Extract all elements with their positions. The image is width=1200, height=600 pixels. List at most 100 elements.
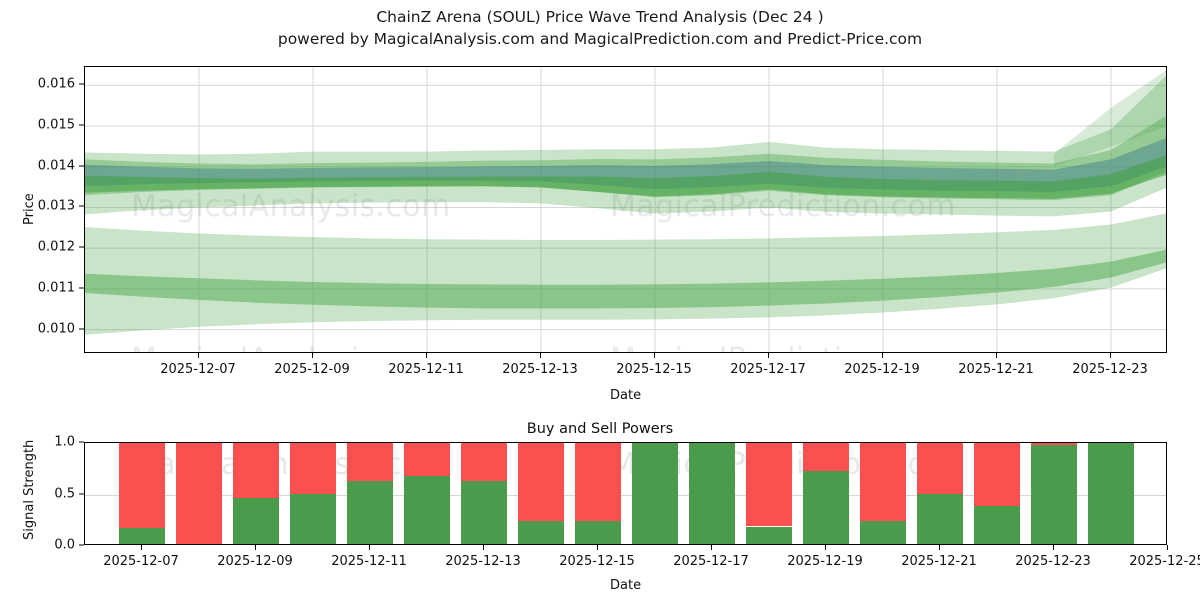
price-xtick-label: 2025-12-09 xyxy=(274,362,350,377)
chart-title-block: ChainZ Arena (SOUL) Price Wave Trend Ana… xyxy=(0,6,1200,50)
bar-xtick-mark xyxy=(825,545,826,550)
bar-ytick-label: 0.0 xyxy=(54,537,75,553)
price-axis-label: Price xyxy=(22,193,37,225)
price-ytick-label: 0.015 xyxy=(37,117,75,133)
bar-xaxis-label: Date xyxy=(610,578,642,593)
bar-xtick-mark xyxy=(939,545,940,550)
bar-2025-12-11[interactable] xyxy=(346,443,394,544)
bar-buy-segment xyxy=(1087,443,1135,544)
price-ytick-label: 0.011 xyxy=(37,280,75,296)
price-ytick-mark xyxy=(79,205,84,207)
bar-sell-segment xyxy=(118,443,166,528)
bar-2025-12-24[interactable] xyxy=(1087,443,1135,544)
bar-sell-segment xyxy=(517,443,565,522)
bar-buy-segment xyxy=(859,521,907,544)
bar-ytick-mark xyxy=(79,544,84,546)
bar-sell-segment xyxy=(232,443,280,498)
bar-2025-12-10[interactable] xyxy=(289,443,337,544)
bar-ytick-label: 1.0 xyxy=(54,434,75,450)
bar-xtick-label: 2025-12-07 xyxy=(103,554,179,569)
bar-2025-12-22[interactable] xyxy=(973,443,1021,544)
bar-2025-12-21[interactable] xyxy=(916,443,964,544)
bar-2025-12-13[interactable] xyxy=(460,443,508,544)
bar-xtick-mark xyxy=(483,545,484,550)
price-band-core-green-band xyxy=(85,155,1166,199)
price-ytick-label: 0.014 xyxy=(37,158,75,174)
price-xtick-mark xyxy=(426,353,427,358)
bar-buy-segment xyxy=(631,443,679,544)
bar-buy-segment xyxy=(688,443,736,544)
price-xtick-label: 2025-12-23 xyxy=(1072,362,1148,377)
price-bands-svg xyxy=(85,67,1166,352)
bar-2025-12-19[interactable] xyxy=(802,443,850,544)
bar-sell-segment xyxy=(802,443,850,471)
bar-xtick-label: 2025-12-17 xyxy=(673,554,749,569)
page-subtitle: powered by MagicalAnalysis.com and Magic… xyxy=(277,30,923,48)
bar-2025-12-12[interactable] xyxy=(403,443,451,544)
bar-2025-12-09[interactable] xyxy=(232,443,280,544)
bar-sell-segment xyxy=(460,443,508,482)
bar-2025-12-20[interactable] xyxy=(859,443,907,544)
price-wave-panel: Price MagicalAnalysis.com MagicalPredict… xyxy=(22,66,1167,403)
bar-2025-12-08[interactable] xyxy=(175,443,223,544)
bar-buy-segment xyxy=(745,526,793,544)
bar-xtick-label: 2025-12-11 xyxy=(331,554,407,569)
price-ytick-mark xyxy=(79,246,84,248)
bar-sell-segment xyxy=(403,443,451,477)
buy-sell-powers-panel: Buy and Sell Powers Signal Strength Magi… xyxy=(0,405,1200,600)
bar-xtick-mark xyxy=(1167,545,1168,550)
price-xtick-mark xyxy=(312,353,313,358)
price-xtick-label: 2025-12-19 xyxy=(844,362,920,377)
bar-buy-segment xyxy=(517,521,565,544)
bar-gridline xyxy=(85,494,1166,496)
bar-xtick-mark xyxy=(141,545,142,550)
price-xtick-mark xyxy=(882,353,883,358)
price-ytick-mark xyxy=(79,287,84,289)
bar-xtick-mark xyxy=(597,545,598,550)
bar-2025-12-17[interactable] xyxy=(688,443,736,544)
price-xtick-mark xyxy=(654,353,655,358)
bar-2025-12-18[interactable] xyxy=(745,443,793,544)
price-ytick-label: 0.010 xyxy=(37,321,75,337)
page-title: ChainZ Arena (SOUL) Price Wave Trend Ana… xyxy=(376,8,824,26)
bar-xtick-label: 2025-12-25 xyxy=(1129,554,1200,569)
bar-2025-12-14[interactable] xyxy=(517,443,565,544)
bar-2025-12-07[interactable] xyxy=(118,443,166,544)
price-xtick-mark xyxy=(1110,353,1111,358)
signal-strength-axis-label: Signal Strength xyxy=(22,439,37,540)
bar-2025-12-15[interactable] xyxy=(574,443,622,544)
bar-buy-segment xyxy=(403,476,451,544)
bar-buy-segment xyxy=(289,493,337,544)
price-xtick-label: 2025-12-21 xyxy=(958,362,1034,377)
price-plot-area: MagicalAnalysis.com MagicalPrediction.co… xyxy=(84,66,1167,353)
bar-sell-segment xyxy=(289,443,337,494)
price-xtick-mark xyxy=(198,353,199,358)
bar-2025-12-23[interactable] xyxy=(1030,443,1078,544)
bar-chart-title: Buy and Sell Powers xyxy=(526,421,674,437)
price-xtick-mark xyxy=(768,353,769,358)
bar-buy-segment xyxy=(118,527,166,544)
bar-xtick-label: 2025-12-15 xyxy=(559,554,635,569)
price-xtick-mark xyxy=(540,353,541,358)
price-ytick-label: 0.013 xyxy=(37,198,75,214)
bar-buy-segment xyxy=(232,497,280,544)
price-xaxis-label: Date xyxy=(610,388,642,403)
price-band-fanout-upper-ray xyxy=(1054,70,1166,167)
bar-ytick-mark xyxy=(79,441,84,443)
price-ytick-label: 0.016 xyxy=(37,76,75,92)
bar-buy-segment xyxy=(574,521,622,544)
bar-buy-segment xyxy=(346,481,394,544)
bar-sell-segment xyxy=(574,443,622,522)
bar-sell-segment xyxy=(859,443,907,522)
bar-sell-segment xyxy=(973,443,1021,506)
price-ytick-mark xyxy=(79,124,84,126)
price-xtick-label: 2025-12-11 xyxy=(388,362,464,377)
price-ytick-mark xyxy=(79,328,84,330)
bar-sell-segment xyxy=(1030,443,1078,446)
price-xtick-mark xyxy=(996,353,997,358)
bar-xtick-mark xyxy=(711,545,712,550)
bar-sell-segment xyxy=(346,443,394,482)
bar-2025-12-16[interactable] xyxy=(631,443,679,544)
bar-xtick-label: 2025-12-21 xyxy=(901,554,977,569)
bar-xtick-mark xyxy=(255,545,256,550)
